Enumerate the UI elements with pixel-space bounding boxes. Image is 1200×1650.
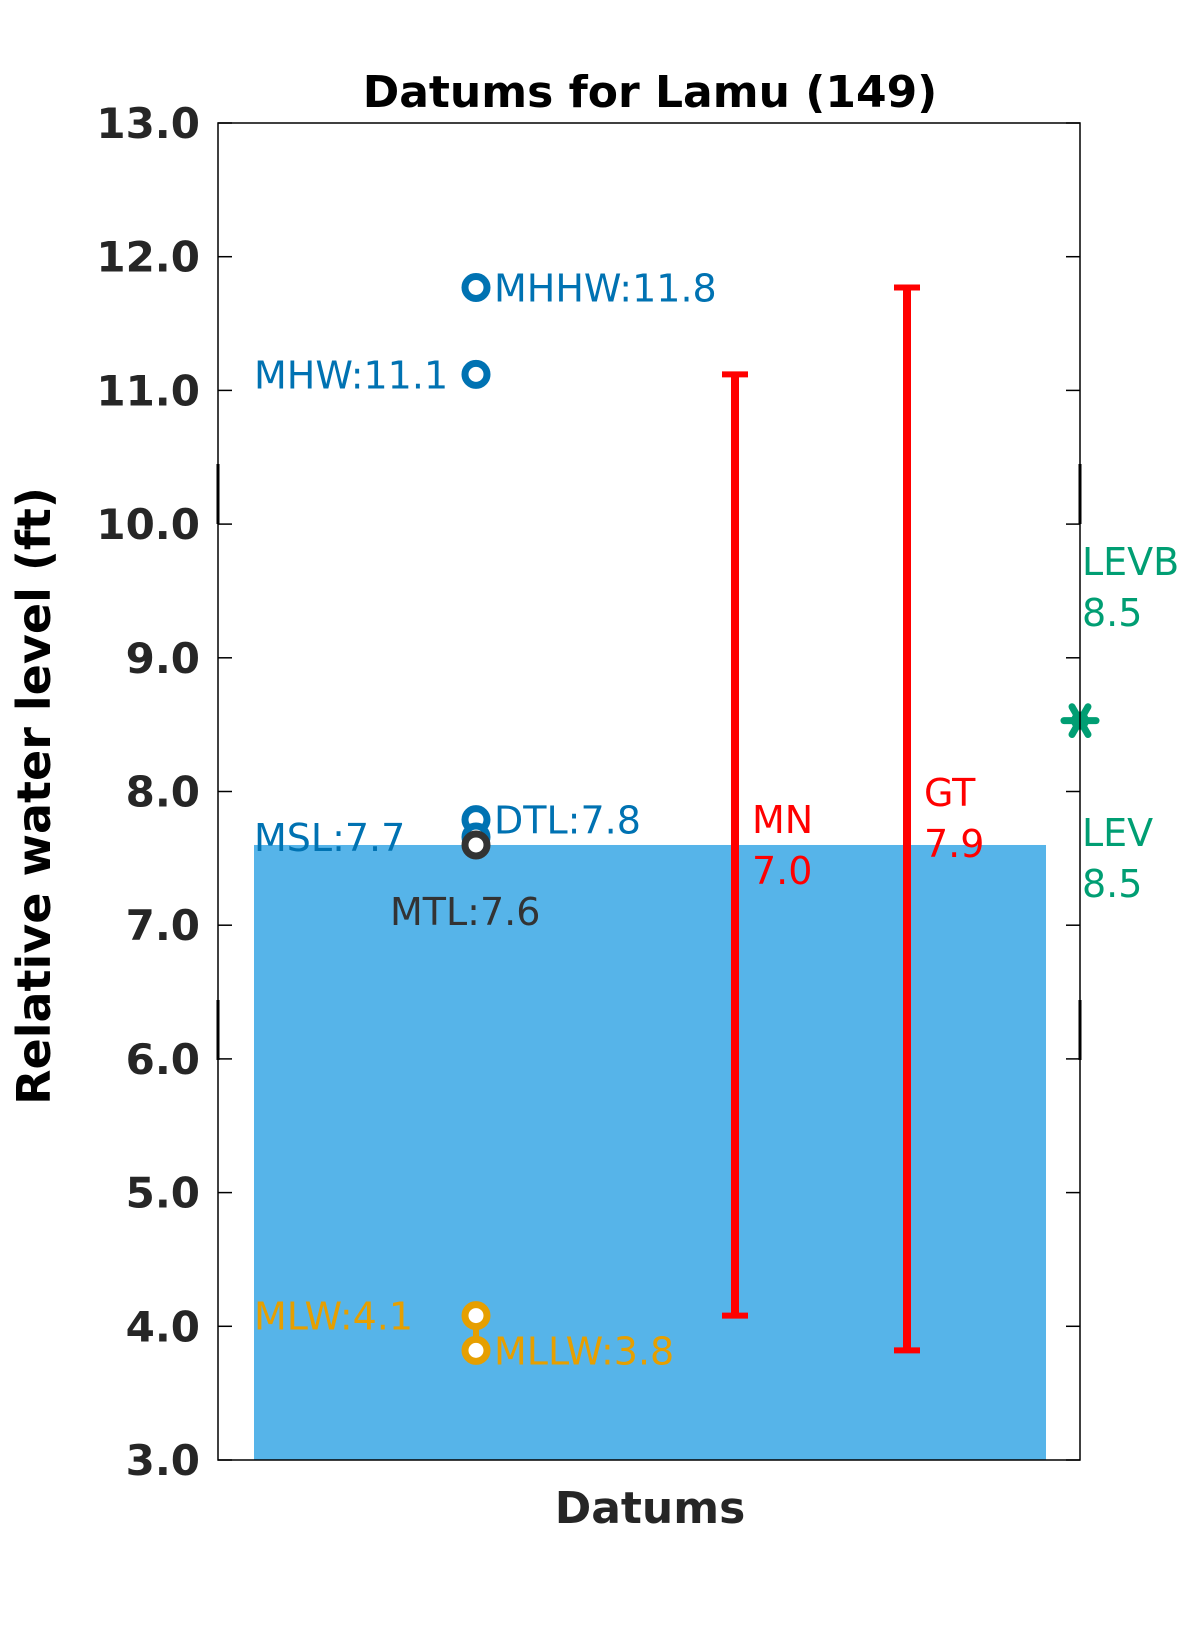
datum-marker-mhw <box>461 359 491 389</box>
datum-label-mhhw: MHHW:11.8 <box>494 266 717 310</box>
mtl-bar <box>254 844 1046 1460</box>
y-tick-label: 7.0 <box>126 901 200 950</box>
datum-label-msl: MSL:7.7 <box>254 816 405 860</box>
extreme-label-lev: LEV <box>1082 811 1153 855</box>
y-tick-label: 8.0 <box>126 768 200 817</box>
datum-marker-mhhw <box>461 272 491 302</box>
y-tick-label: 4.0 <box>126 1302 200 1351</box>
y-tick-label: 13.0 <box>96 99 200 148</box>
y-tick-label: 12.0 <box>96 233 200 282</box>
range-value-mn: 7.0 <box>752 849 812 893</box>
chart-title: Datums for Lamu (149) <box>363 67 938 118</box>
y-tick-label: 3.0 <box>126 1436 200 1485</box>
datum-label-mllw: MLLW:3.8 <box>494 1329 674 1373</box>
datum-marker-mtl <box>461 830 491 860</box>
range-label-mn: MN <box>752 798 813 842</box>
datum-label-mtl: MTL:7.6 <box>390 890 540 934</box>
range-bars-layer <box>722 284 920 1354</box>
y-tick-label: 9.0 <box>126 634 200 683</box>
y-tick-labels: 3.0 4.0 5.0 6.0 7.0 8.0 9.0 10.0 11.0 12.0 13.0 <box>96 99 200 1485</box>
extreme-value-levb: 8.5 <box>1082 591 1142 635</box>
extreme-label-levb: LEVB <box>1082 540 1179 584</box>
datum-marker-mlw <box>461 1301 491 1331</box>
extreme-value-lev: 8.5 <box>1082 862 1142 906</box>
y-tick-label: 6.0 <box>126 1035 200 1084</box>
y-axis-label: Relative water level (ft) <box>7 487 61 1105</box>
datum-marker-mllw <box>461 1335 491 1365</box>
datum-label-dtl: DTL:7.8 <box>494 799 641 843</box>
datum-label-mlw: MLW:4.1 <box>254 1295 413 1339</box>
range-value-gt: 7.9 <box>924 822 984 866</box>
range-label-gt: GT <box>924 771 976 815</box>
datum-label-mhw: MHW:11.1 <box>254 353 448 397</box>
y-tick-label: 10.0 <box>96 500 200 549</box>
y-tick-label: 11.0 <box>96 366 200 415</box>
x-axis-label: Datums <box>555 1483 746 1534</box>
annotations-layer: MN 7.0 GT 7.9 MHHW:11.8 MHW:11.1 DTL:7.8 MSL:7.… <box>254 266 1179 1373</box>
datum-points-layer <box>461 272 1100 1365</box>
bars-layer <box>254 844 1046 1460</box>
y-tick-label: 5.0 <box>126 1169 200 1218</box>
axes-layer <box>216 122 1082 1461</box>
